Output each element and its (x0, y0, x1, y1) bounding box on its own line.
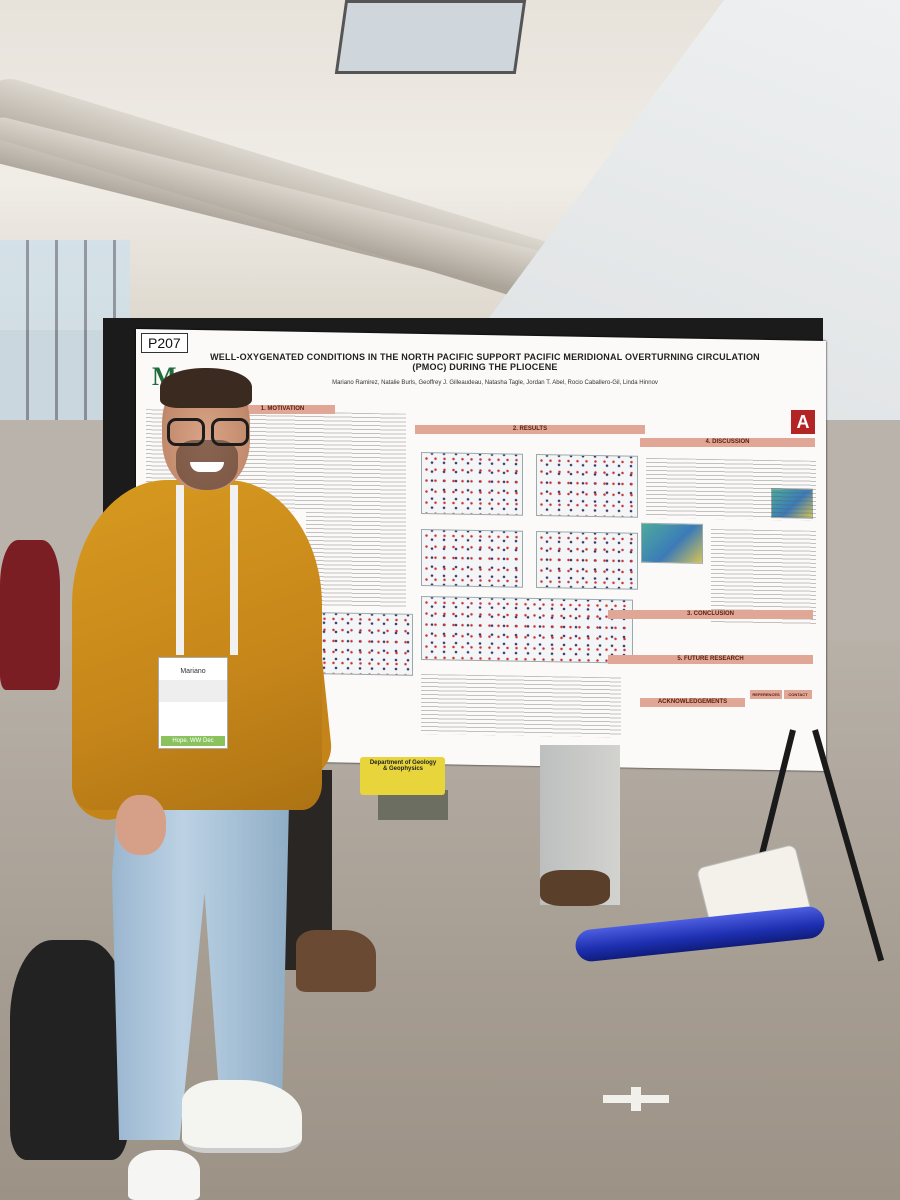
board-number: P207 (141, 333, 188, 353)
poster-authors: Mariano Ramirez, Natalie Burls, Geoffrey… (332, 380, 658, 386)
name-badge: Mariano Hope. WW Dec (158, 657, 228, 749)
poster-figure (536, 530, 638, 590)
poster-text (421, 673, 621, 738)
section-header: REFERENCES (750, 690, 782, 699)
badge-footer: Hope. WW Dec (161, 736, 225, 746)
ceiling-light (334, 0, 527, 74)
poster-title: WELL-OXYGENATED CONDITIONS IN THE NORTH … (210, 352, 760, 372)
section-header: 3. CONCLUSION (608, 610, 813, 619)
section-header: 1. MOTIVATION (230, 405, 335, 414)
section-header: 4. DISCUSSION (640, 438, 815, 447)
sneaker (182, 1080, 302, 1153)
background-person (378, 790, 448, 820)
floor-marker (603, 1087, 669, 1111)
section-header: ACKNOWLEDGEMENTS (640, 698, 745, 707)
sweater (72, 480, 322, 810)
university-logo: A (791, 410, 815, 434)
bag-label: Department of Geology & Geophysics (369, 760, 437, 772)
hair (160, 368, 252, 408)
section-header: 5. FUTURE RESEARCH (608, 655, 813, 664)
sneaker (128, 1150, 200, 1200)
yellow-bag (360, 757, 445, 795)
badge-qr (159, 680, 227, 702)
poster-figure (421, 595, 633, 664)
smile (190, 462, 224, 472)
section-header: 2. RESULTS (415, 425, 645, 434)
poster-map (641, 522, 703, 564)
poster-text (646, 457, 816, 521)
backpack (10, 940, 128, 1160)
poster-figure (421, 451, 523, 516)
poster-figure (421, 528, 523, 588)
shoe (540, 870, 610, 906)
background-person (0, 540, 60, 690)
boot (296, 930, 376, 992)
poster-figure (536, 453, 638, 518)
badge-name: Mariano (180, 668, 206, 675)
hand (116, 795, 166, 855)
section-header: CONTACT (784, 690, 812, 699)
glasses (167, 418, 249, 446)
lanyard (176, 485, 238, 655)
